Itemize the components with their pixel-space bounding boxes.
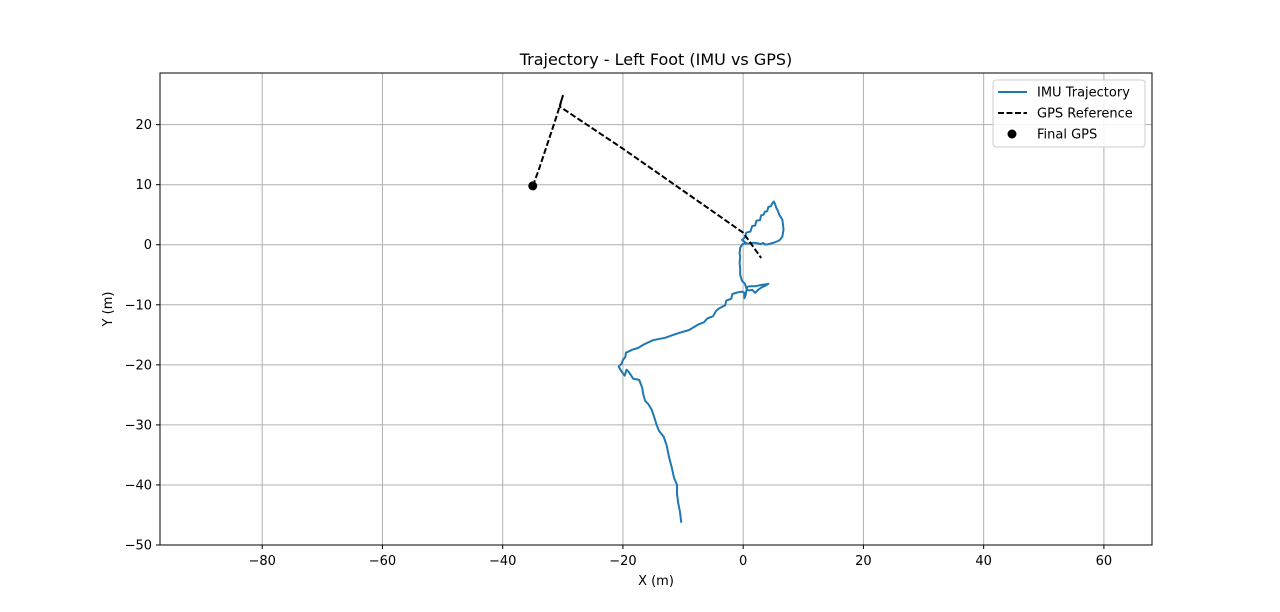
- x-tick-label: −20: [609, 554, 636, 569]
- imu-trajectory-line: [617, 200, 785, 523]
- y-tick-label: −50: [125, 539, 152, 554]
- x-tick-label: 0: [739, 554, 747, 569]
- data-series: [528, 94, 785, 523]
- x-tick-label: 60: [1096, 554, 1113, 569]
- y-tick-label: −30: [125, 418, 152, 433]
- legend-box: [992, 79, 1146, 148]
- gps-reference-line: [531, 94, 763, 259]
- y-tick-label: 20: [135, 118, 152, 133]
- y-axis-label: Y (m): [101, 292, 116, 328]
- x-tick-label: −80: [248, 554, 275, 569]
- x-tick-label: −60: [369, 554, 396, 569]
- y-tick-label: −40: [125, 478, 152, 493]
- legend-label: GPS Reference: [1037, 107, 1133, 122]
- legend-label: IMU Trajectory: [1037, 86, 1130, 101]
- x-tick-label: 20: [855, 554, 872, 569]
- final-gps-marker: [528, 181, 538, 191]
- y-tick-label: 10: [135, 178, 152, 193]
- legend-marker: [1007, 129, 1017, 139]
- chart-title: Trajectory - Left Foot (IMU vs GPS): [519, 50, 793, 69]
- y-tick-label: 0: [144, 238, 152, 253]
- x-axis-label: X (m): [638, 574, 674, 589]
- y-tick-label: −10: [125, 298, 152, 313]
- plot-frame: [159, 72, 1153, 546]
- legend-label: Final GPS: [1037, 128, 1097, 143]
- axis-ticks: −80 −60 −40 −20 0 20 40 60 −50 −40 −30 −20 −10 0 10 20: [125, 118, 1113, 569]
- x-tick-label: 40: [975, 554, 992, 569]
- legend: IMU Trajectory GPS Reference Final GPS: [992, 79, 1146, 148]
- y-tick-label: −20: [125, 358, 152, 373]
- x-tick-label: −40: [489, 554, 516, 569]
